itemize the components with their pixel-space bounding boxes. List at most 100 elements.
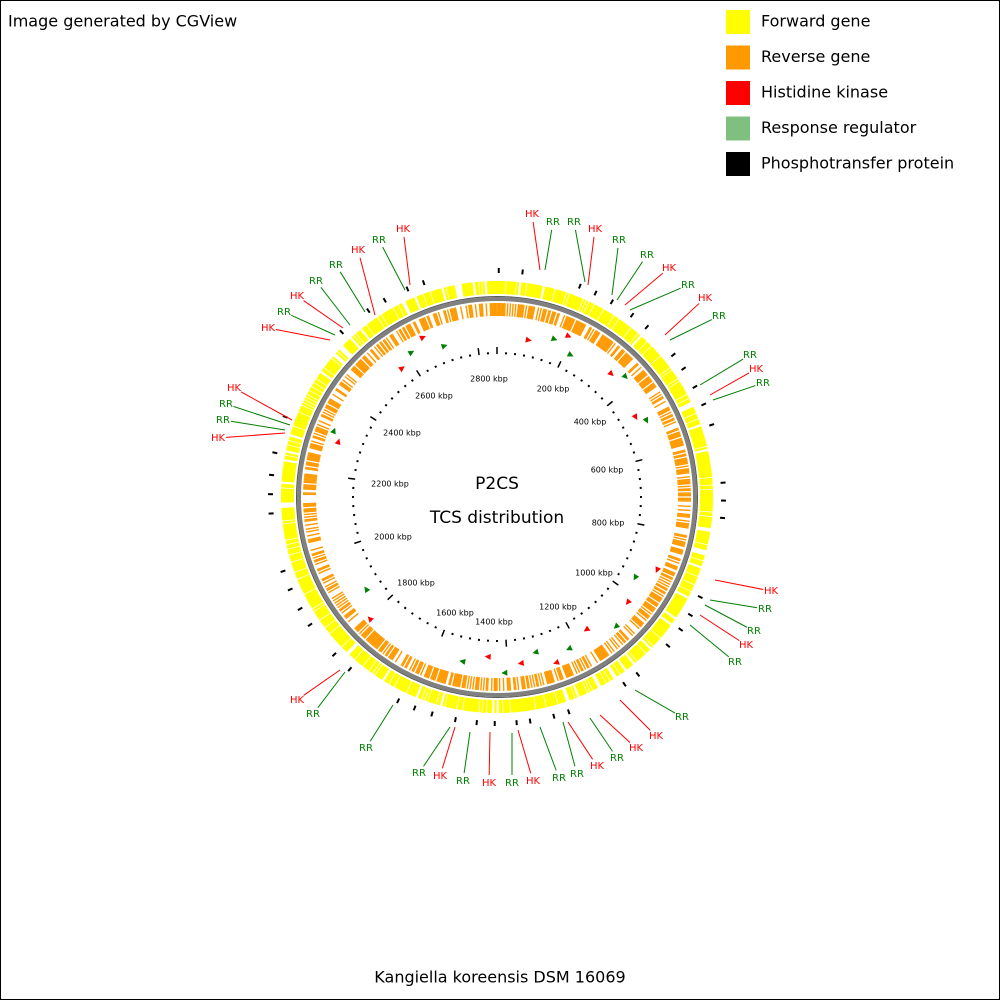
reverse-gene bbox=[367, 631, 378, 643]
forward-gene bbox=[644, 635, 656, 646]
reverse-gene bbox=[442, 670, 448, 684]
outer-tick bbox=[687, 612, 694, 618]
reverse-gene bbox=[363, 355, 374, 366]
forward-gene bbox=[331, 627, 344, 638]
tcs-marker bbox=[564, 332, 572, 338]
reverse-gene bbox=[668, 554, 681, 561]
forward-gene bbox=[285, 452, 299, 458]
outer-tick bbox=[629, 312, 635, 318]
forward-gene bbox=[458, 696, 463, 710]
reverse-gene bbox=[675, 523, 689, 528]
forward-gene bbox=[686, 566, 700, 574]
feature-label: HK bbox=[290, 291, 305, 302]
reverse-gene bbox=[391, 648, 400, 661]
feature-label: RR bbox=[372, 235, 386, 246]
forward-gene bbox=[517, 698, 521, 712]
reverse-gene bbox=[549, 311, 556, 325]
forward-gene bbox=[449, 695, 455, 709]
outer-tick bbox=[692, 384, 698, 389]
reverse-gene bbox=[671, 542, 685, 548]
forward-gene bbox=[634, 337, 645, 349]
scale-label: 200 kbp bbox=[537, 385, 570, 394]
reverse-gene bbox=[652, 589, 664, 597]
forward-gene bbox=[686, 419, 700, 426]
tcs-marker bbox=[517, 659, 525, 666]
tcs-marker bbox=[407, 350, 415, 357]
reverse-gene bbox=[566, 317, 573, 331]
reverse-gene bbox=[453, 307, 458, 321]
reverse-gene bbox=[639, 607, 651, 617]
reverse-gene bbox=[508, 677, 512, 691]
forward-gene bbox=[596, 672, 605, 686]
scale-tick bbox=[540, 632, 543, 636]
forward-gene bbox=[651, 357, 664, 368]
forward-gene bbox=[372, 663, 383, 675]
outer-tick bbox=[552, 713, 556, 719]
forward-gene bbox=[456, 696, 462, 710]
reverse-gene bbox=[441, 670, 447, 684]
forward-gene bbox=[433, 289, 440, 303]
forward-gene bbox=[669, 602, 682, 612]
forward-gene bbox=[682, 408, 695, 416]
leader-line bbox=[709, 372, 750, 396]
reverse-gene bbox=[623, 357, 634, 369]
reverse-gene bbox=[561, 665, 568, 679]
forward-gene bbox=[302, 585, 316, 593]
forward-gene bbox=[521, 698, 526, 712]
feature-label: RR bbox=[412, 768, 426, 779]
forward-gene bbox=[650, 356, 663, 367]
leader-line bbox=[699, 358, 744, 386]
outer-tick bbox=[421, 280, 426, 286]
reverse-gene bbox=[375, 638, 386, 650]
scale-tick bbox=[617, 572, 620, 576]
forward-gene bbox=[657, 364, 669, 375]
forward-gene bbox=[696, 529, 711, 535]
leader-line bbox=[320, 287, 351, 326]
forward-gene bbox=[683, 575, 696, 584]
outer-tick bbox=[701, 402, 707, 407]
tcs-marker bbox=[607, 369, 614, 377]
forward-gene bbox=[308, 596, 322, 605]
reverse-gene bbox=[636, 611, 647, 622]
forward-gene bbox=[697, 524, 712, 529]
forward-gene bbox=[281, 508, 295, 512]
forward-gene bbox=[293, 423, 307, 430]
forward-gene bbox=[545, 287, 551, 301]
reverse-gene bbox=[315, 426, 329, 433]
feature-label: RR bbox=[306, 709, 320, 720]
forward-gene bbox=[667, 604, 680, 614]
forward-gene bbox=[379, 314, 388, 327]
forward-gene bbox=[615, 321, 625, 334]
forward-gene bbox=[635, 338, 646, 350]
reverse-gene bbox=[382, 339, 392, 351]
reverse-gene bbox=[427, 665, 434, 679]
leader-line bbox=[544, 229, 553, 271]
reverse-gene bbox=[597, 646, 607, 659]
reverse-gene bbox=[567, 663, 575, 676]
reverse-gene bbox=[531, 306, 536, 320]
forward-gene bbox=[439, 288, 445, 302]
feature-label: HK bbox=[764, 586, 779, 597]
forward-gene bbox=[691, 551, 705, 558]
reverse-gene bbox=[477, 677, 481, 691]
reverse-gene bbox=[429, 666, 436, 680]
reverse-gene bbox=[309, 446, 323, 452]
forward-gene bbox=[406, 299, 415, 313]
reverse-gene bbox=[672, 449, 686, 454]
forward-gene bbox=[687, 422, 701, 429]
forward-gene bbox=[442, 693, 448, 707]
center-subtitle: TCS distribution bbox=[429, 508, 564, 528]
reverse-gene bbox=[418, 318, 426, 332]
outer-tick bbox=[578, 283, 582, 289]
reverse-gene bbox=[369, 349, 380, 361]
reverse-gene bbox=[411, 659, 419, 672]
forward-gene bbox=[284, 535, 299, 541]
forward-gene bbox=[676, 395, 689, 404]
reverse-gene bbox=[615, 350, 626, 362]
reverse-gene bbox=[573, 321, 581, 334]
reverse-gene bbox=[311, 551, 325, 557]
forward-gene bbox=[511, 699, 515, 713]
scale-tick bbox=[397, 600, 400, 604]
forward-gene bbox=[369, 660, 379, 673]
forward-gene bbox=[613, 319, 623, 332]
